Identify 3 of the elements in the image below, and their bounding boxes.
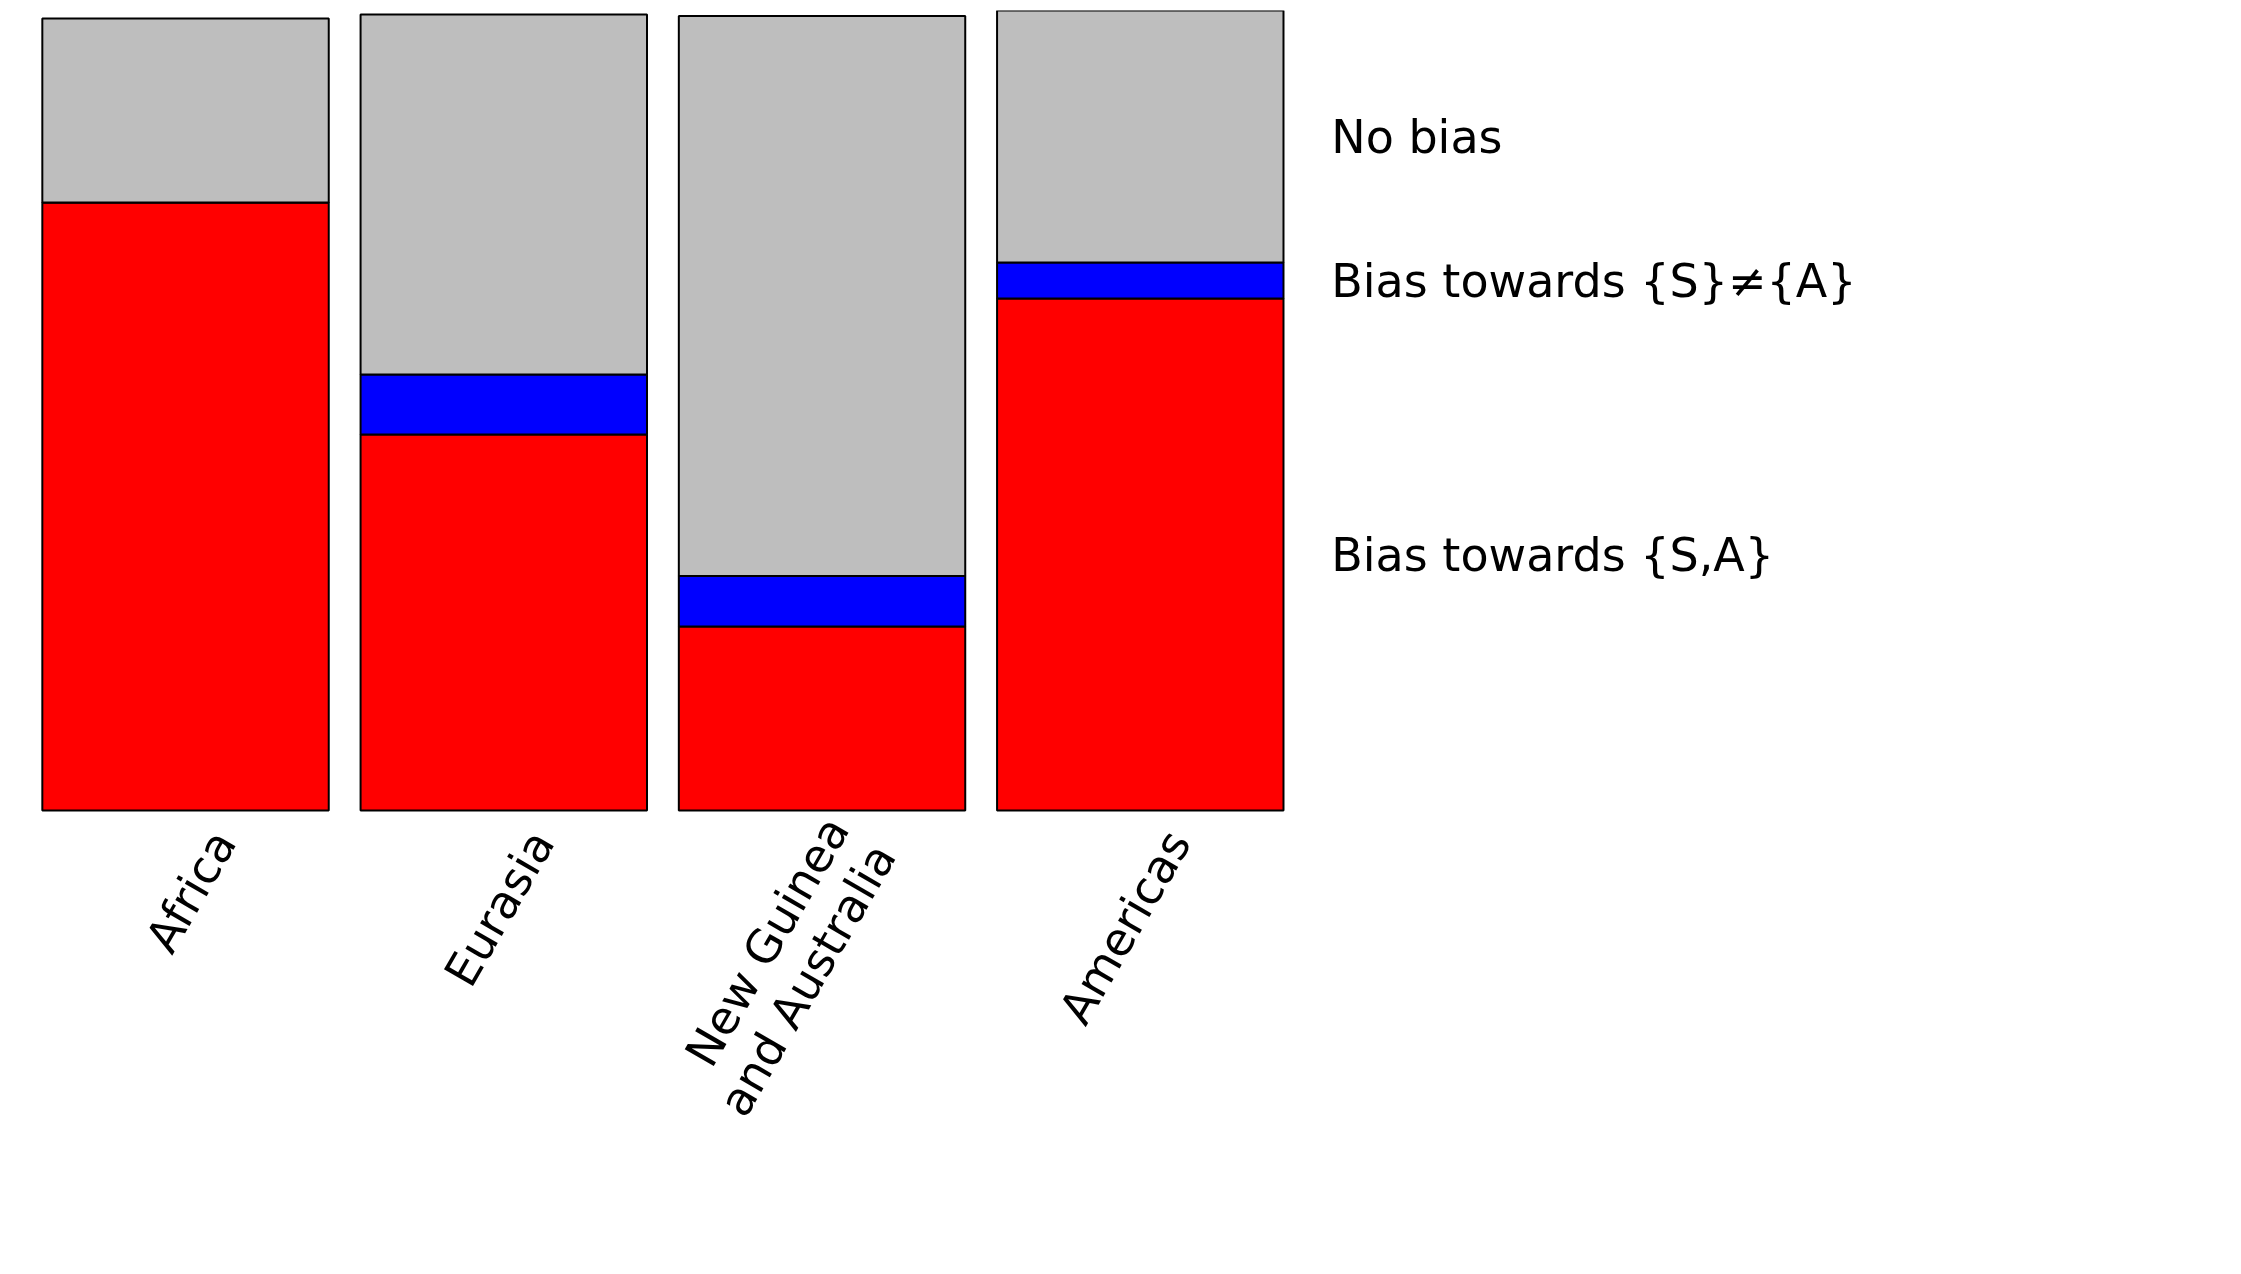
- series-label: No bias: [1331, 109, 1503, 164]
- series-label: Bias towards {S,A}: [1331, 527, 1775, 582]
- series-label: Bias towards {S}≠{A}: [1331, 253, 1857, 308]
